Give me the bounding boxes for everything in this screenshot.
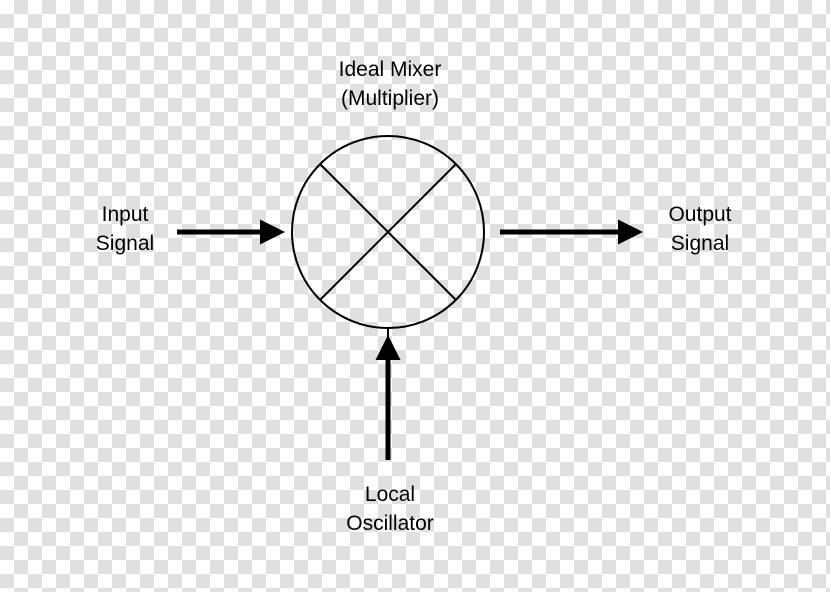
mixer-title-line2: (Multiplier) <box>341 87 439 110</box>
output-label: Output Signal <box>660 200 740 259</box>
output-label-line2: Signal <box>671 232 729 255</box>
oscillator-label-line1: Local <box>365 483 415 506</box>
oscillator-label: Local Oscillator <box>340 480 440 539</box>
input-label-line2: Signal <box>96 232 154 255</box>
input-label-line1: Input <box>102 203 149 226</box>
mixer-title: Ideal Mixer (Multiplier) <box>325 55 455 114</box>
input-label: Input Signal <box>90 200 160 259</box>
oscillator-label-line2: Oscillator <box>346 512 434 535</box>
output-label-line1: Output <box>668 203 731 226</box>
mixer-title-line1: Ideal Mixer <box>339 58 442 81</box>
